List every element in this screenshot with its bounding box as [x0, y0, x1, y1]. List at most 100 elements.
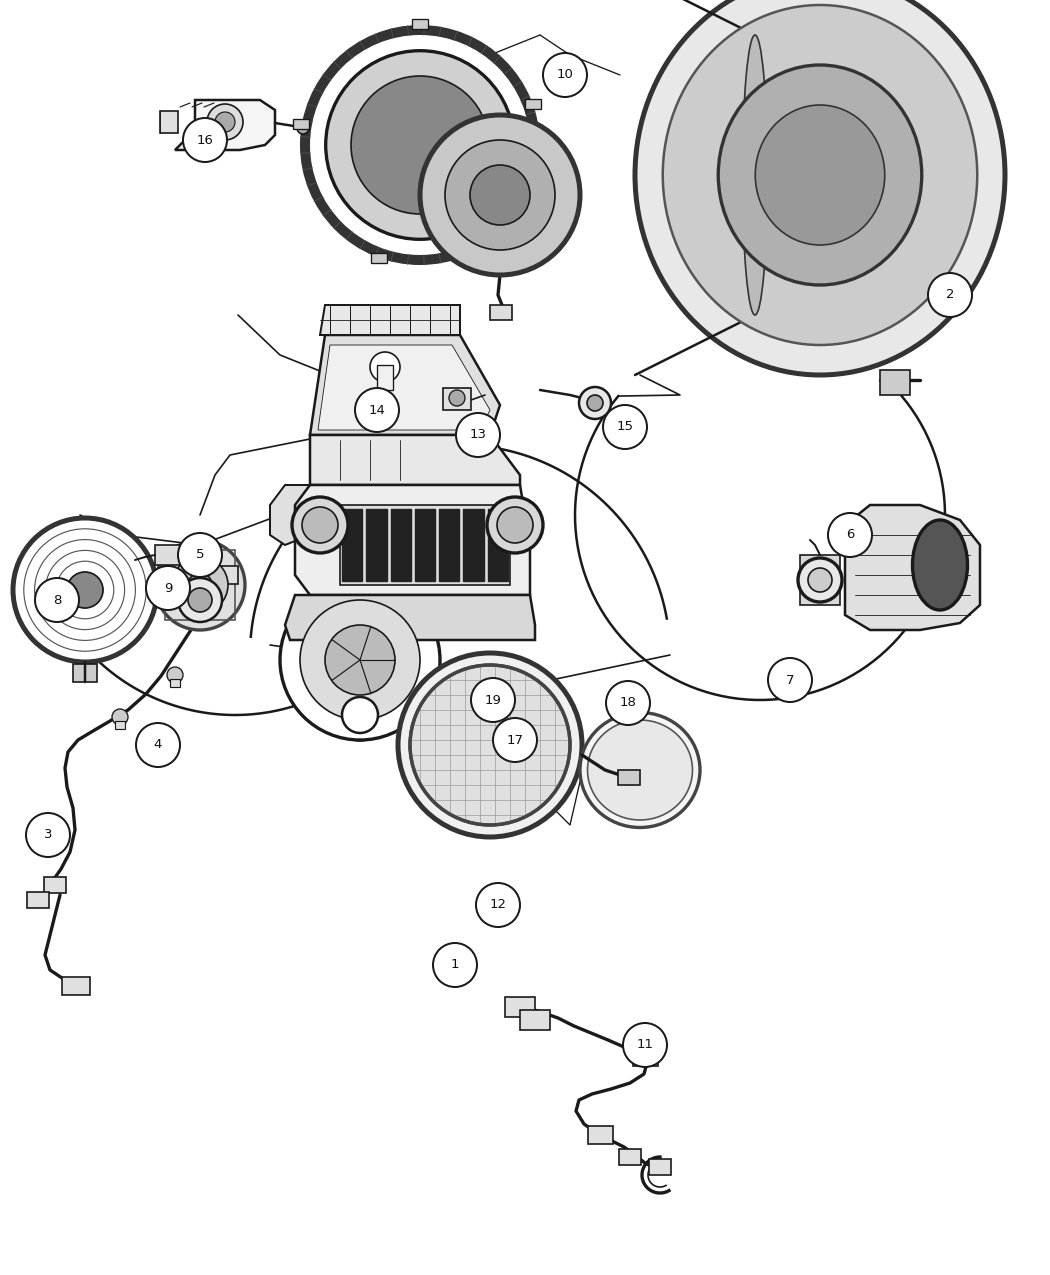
- Circle shape: [292, 497, 348, 553]
- Circle shape: [470, 164, 530, 224]
- Circle shape: [112, 709, 128, 725]
- Ellipse shape: [635, 0, 1005, 375]
- Circle shape: [188, 588, 212, 612]
- Polygon shape: [845, 505, 980, 630]
- Circle shape: [215, 112, 235, 133]
- Bar: [155, 544, 185, 565]
- Polygon shape: [366, 509, 386, 581]
- Circle shape: [188, 572, 212, 597]
- Bar: [371, 254, 386, 264]
- Polygon shape: [320, 305, 460, 335]
- Text: 6: 6: [846, 529, 855, 542]
- Text: 3: 3: [44, 829, 52, 842]
- Bar: [293, 119, 309, 129]
- Polygon shape: [391, 509, 411, 581]
- Bar: [44, 877, 66, 892]
- Circle shape: [449, 390, 465, 405]
- Circle shape: [928, 273, 972, 317]
- Circle shape: [178, 578, 222, 622]
- Circle shape: [183, 119, 227, 162]
- Text: 15: 15: [616, 421, 633, 434]
- Bar: [880, 370, 910, 395]
- Circle shape: [370, 352, 400, 382]
- Bar: [74, 664, 97, 682]
- Circle shape: [26, 813, 70, 857]
- Bar: [116, 720, 125, 729]
- Bar: [632, 1048, 657, 1066]
- Circle shape: [342, 697, 378, 733]
- Circle shape: [543, 54, 587, 97]
- Text: 16: 16: [196, 134, 213, 147]
- Circle shape: [433, 944, 477, 987]
- Text: 17: 17: [506, 733, 524, 746]
- Bar: [27, 892, 49, 908]
- Text: 1: 1: [450, 959, 459, 972]
- Circle shape: [35, 578, 79, 622]
- Circle shape: [603, 405, 647, 449]
- Bar: [618, 770, 640, 785]
- Polygon shape: [439, 509, 460, 581]
- Circle shape: [326, 51, 514, 240]
- Bar: [800, 555, 840, 606]
- Bar: [505, 997, 536, 1017]
- Bar: [212, 566, 237, 584]
- Circle shape: [476, 884, 520, 927]
- Circle shape: [302, 507, 338, 543]
- Bar: [620, 1149, 640, 1165]
- Bar: [160, 111, 178, 133]
- Circle shape: [494, 718, 537, 762]
- Text: 18: 18: [620, 696, 636, 709]
- Circle shape: [13, 518, 157, 662]
- Circle shape: [445, 140, 555, 250]
- Circle shape: [207, 105, 243, 140]
- Bar: [412, 19, 428, 29]
- Polygon shape: [310, 435, 520, 484]
- Circle shape: [167, 667, 183, 683]
- Polygon shape: [415, 509, 435, 581]
- Bar: [443, 388, 471, 411]
- Bar: [165, 550, 235, 620]
- Circle shape: [146, 566, 190, 609]
- Circle shape: [178, 533, 222, 578]
- Circle shape: [471, 678, 514, 722]
- Bar: [649, 1159, 671, 1176]
- Circle shape: [828, 513, 872, 557]
- Circle shape: [136, 723, 180, 768]
- Polygon shape: [340, 505, 510, 585]
- Circle shape: [587, 395, 603, 411]
- Ellipse shape: [588, 720, 693, 820]
- Polygon shape: [310, 335, 500, 435]
- Text: 2: 2: [946, 288, 954, 301]
- Text: 11: 11: [636, 1039, 653, 1052]
- Ellipse shape: [663, 5, 978, 346]
- Circle shape: [300, 601, 420, 720]
- Circle shape: [155, 541, 245, 630]
- Text: 13: 13: [469, 428, 486, 441]
- Bar: [520, 1010, 550, 1030]
- Polygon shape: [463, 509, 484, 581]
- Polygon shape: [342, 509, 362, 581]
- Circle shape: [297, 122, 309, 134]
- Circle shape: [280, 580, 440, 740]
- Bar: [517, 200, 532, 210]
- Circle shape: [579, 388, 611, 419]
- Text: 10: 10: [556, 69, 573, 82]
- Circle shape: [768, 658, 812, 703]
- Text: 19: 19: [484, 694, 502, 706]
- Polygon shape: [487, 509, 508, 581]
- Text: 8: 8: [52, 593, 61, 607]
- Circle shape: [808, 567, 832, 592]
- Circle shape: [304, 31, 536, 260]
- Ellipse shape: [718, 65, 922, 286]
- Text: 5: 5: [195, 548, 205, 561]
- Bar: [200, 584, 220, 601]
- Circle shape: [456, 413, 500, 456]
- Bar: [490, 305, 512, 320]
- Polygon shape: [285, 595, 536, 640]
- Circle shape: [497, 507, 533, 543]
- Polygon shape: [270, 484, 310, 544]
- Text: 7: 7: [785, 673, 794, 686]
- Ellipse shape: [742, 34, 768, 315]
- Circle shape: [355, 388, 399, 432]
- Circle shape: [798, 558, 842, 602]
